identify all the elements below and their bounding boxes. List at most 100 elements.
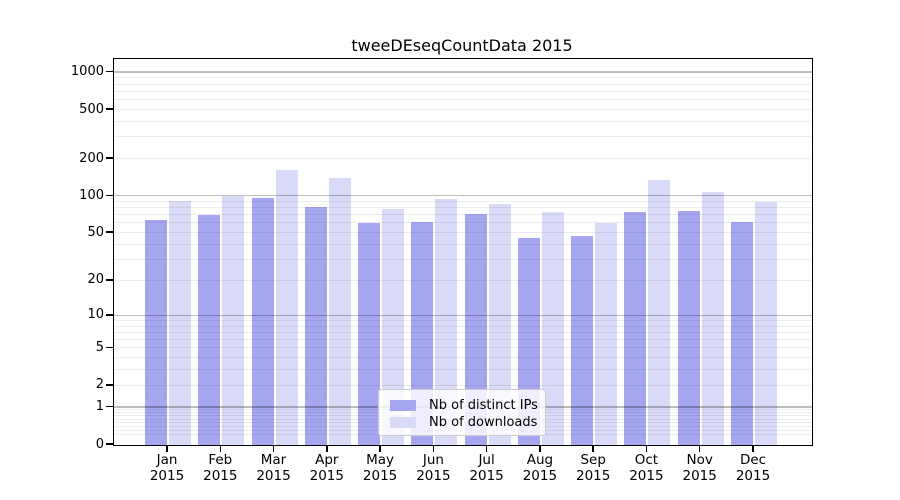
y-tick-mark: [106, 384, 113, 386]
bar-distinct-ips-sep: [571, 236, 594, 445]
minor-gridline: [114, 279, 812, 281]
minor-gridline: [114, 207, 812, 209]
x-tick-mark: [592, 445, 594, 452]
x-tick-mark: [326, 445, 328, 452]
x-tick-mark: [219, 445, 222, 452]
legend-row: Nb of downloads: [390, 414, 545, 431]
bar-distinct-ips-nov: [677, 210, 700, 445]
minor-gridline: [114, 369, 812, 371]
bar-downloads-sep: [595, 222, 618, 445]
minor-gridline: [114, 232, 812, 234]
y-tick-label: 10: [87, 307, 104, 323]
x-tick-year: 2015: [256, 468, 291, 484]
minor-gridline: [114, 384, 812, 386]
x-tick-mark: [645, 445, 648, 452]
x-tick-label-jul: Jul 2015: [457, 452, 517, 484]
y-tick-mark: [106, 157, 113, 159]
y-tick-label: 1000: [70, 64, 104, 80]
minor-gridline: [114, 136, 812, 138]
minor-gridline: [114, 83, 812, 85]
minor-gridline: [114, 77, 812, 79]
bar-distinct-ips-jan: [145, 220, 167, 445]
x-tick-label-sep: Sep 2015: [563, 452, 623, 484]
x-tick-year: 2015: [735, 468, 771, 484]
x-tick-mark: [485, 445, 488, 452]
bar-downloads-may: [382, 208, 405, 445]
y-tick-mark: [106, 443, 113, 445]
x-tick-label-feb: Feb 2015: [190, 452, 250, 484]
bar-distinct-ips-may: [358, 222, 381, 445]
legend: Nb of distinct IPs Nb of downloads: [378, 389, 546, 436]
x-tick-month: Sep: [580, 452, 606, 468]
major-gridline: [114, 71, 812, 73]
x-tick-month: May: [366, 452, 395, 468]
minor-gridline: [114, 325, 812, 327]
bar-distinct-ips-feb: [198, 215, 221, 445]
major-gridline: [114, 314, 812, 316]
minor-gridline: [114, 243, 812, 245]
x-tick-month: Aug: [526, 452, 554, 468]
y-tick-mark: [106, 108, 113, 110]
y-tick-label: 2: [95, 377, 104, 393]
minor-gridline: [114, 158, 812, 160]
x-tick-label-may: May 2015: [350, 452, 410, 484]
y-tick-label: 500: [79, 101, 104, 117]
x-tick-month: Feb: [208, 452, 233, 468]
x-tick-mark: [752, 445, 754, 452]
bar-downloads-nov: [701, 192, 724, 445]
minor-gridline: [114, 109, 812, 110]
x-tick-year: 2015: [469, 468, 504, 484]
y-tick-mark: [106, 405, 113, 408]
x-tick-label-nov: Nov 2015: [670, 452, 730, 484]
x-tick-mark: [432, 445, 435, 452]
x-tick-month: Nov: [686, 452, 713, 468]
bar-downloads-jan: [169, 200, 191, 445]
x-tick-year: 2015: [203, 468, 238, 484]
bar-distinct-ips-jul: [464, 213, 487, 445]
minor-gridline: [114, 357, 812, 359]
bar-downloads-jul: [488, 203, 511, 445]
x-tick-mark: [379, 445, 381, 452]
y-tick-mark: [106, 194, 113, 197]
bar-downloads-mar: [275, 169, 298, 445]
minor-gridline: [114, 339, 812, 341]
bar-downloads-dec: [754, 201, 777, 445]
x-tick-month: Mar: [260, 452, 287, 468]
y-tick-label: 20: [87, 272, 104, 288]
bar-distinct-ips-apr: [304, 206, 327, 445]
bar-downloads-oct: [648, 180, 671, 445]
y-tick-label: 5: [95, 339, 104, 355]
y-tick-mark: [106, 231, 113, 233]
x-tick-month: Jul: [478, 452, 495, 468]
y-tick-mark: [106, 279, 113, 281]
x-tick-mark: [539, 445, 541, 452]
x-tick-year: 2015: [416, 468, 451, 484]
x-tick-year: 2015: [576, 468, 611, 484]
y-tick-label: 1: [95, 399, 104, 415]
bar-distinct-ips-dec: [730, 221, 753, 445]
minor-gridline: [114, 90, 812, 92]
legend-label: Nb of downloads: [429, 415, 538, 430]
x-tick-label-jun: Jun 2015: [403, 452, 463, 484]
minor-gridline: [114, 99, 812, 101]
x-tick-label-aug: Aug 2015: [510, 452, 570, 484]
x-tick-month: Jun: [422, 452, 444, 468]
minor-gridline: [114, 331, 812, 333]
bar-downloads-apr: [328, 178, 351, 445]
legend-swatch-icon: [390, 417, 416, 428]
x-tick-year: 2015: [309, 468, 344, 484]
x-tick-label-oct: Oct 2015: [616, 452, 676, 484]
bar-downloads-jun: [435, 199, 458, 445]
minor-gridline: [114, 258, 812, 260]
y-tick-mark: [106, 70, 113, 73]
bar-distinct-ips-oct: [624, 211, 647, 445]
x-tick-year: 2015: [362, 468, 398, 484]
plot-area: [113, 58, 813, 446]
x-tick-mark: [166, 445, 168, 452]
x-tick-month: Oct: [634, 452, 659, 468]
y-tick-label: 0: [95, 436, 104, 452]
legend-label: Nb of distinct IPs: [429, 398, 538, 413]
y-tick-label: 200: [79, 150, 104, 166]
x-tick-label-jan: Jan 2015: [137, 452, 197, 484]
minor-gridline: [114, 222, 812, 224]
